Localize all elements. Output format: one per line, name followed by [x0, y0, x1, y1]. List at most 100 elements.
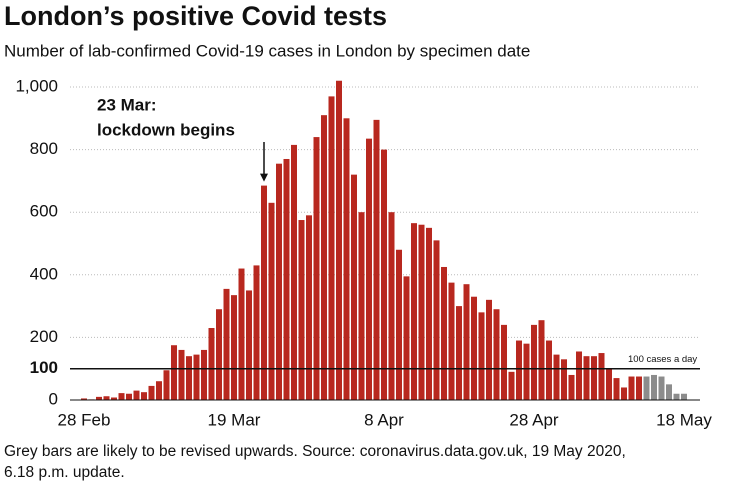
bar: [208, 328, 215, 400]
bar: [118, 393, 125, 400]
x-tick-label: 19 Mar: [208, 410, 261, 429]
bar: [636, 376, 642, 400]
bar: [561, 359, 567, 400]
bar: [568, 374, 575, 400]
bar: [591, 356, 597, 400]
bar: [471, 296, 477, 400]
bar: [426, 227, 432, 400]
annotation: lockdown begins: [97, 120, 235, 139]
annotation-arrowhead: [260, 173, 268, 182]
bar: [598, 353, 605, 400]
bar: [583, 356, 590, 400]
bar: [658, 376, 665, 400]
bar: [351, 174, 357, 400]
y-tick-label: 800: [30, 139, 58, 158]
bar: [291, 144, 297, 400]
footnote: Grey bars are likely to be revised upwar…: [4, 443, 626, 460]
bar: [613, 378, 620, 400]
y-tick-label: 1,000: [15, 76, 58, 95]
footnote: 6.18 p.m. update.: [4, 464, 125, 481]
bar: [96, 396, 102, 400]
bar: [186, 356, 192, 400]
bar: [306, 215, 312, 400]
bar: [276, 163, 282, 400]
bar: [486, 299, 492, 400]
bar: [621, 387, 627, 400]
bar: [178, 349, 185, 400]
bar: [493, 309, 500, 400]
bar: [546, 340, 552, 400]
x-tick-label: 18 May: [656, 410, 712, 429]
y-tick-label: 0: [49, 389, 58, 408]
bar: [313, 137, 320, 400]
bar: [163, 370, 170, 400]
bar: [681, 393, 687, 400]
bar: [478, 312, 485, 400]
bar: [381, 149, 387, 400]
chart-subtitle: Number of lab-confirmed Covid-19 cases i…: [4, 41, 530, 60]
bar: [651, 374, 657, 400]
bar: [81, 398, 87, 400]
reference-label: 100 cases a day: [628, 354, 697, 365]
bar: [508, 371, 515, 400]
bar: [156, 381, 162, 400]
bar: [403, 276, 410, 400]
bar: [396, 249, 402, 400]
bar: [516, 340, 522, 400]
bar: [673, 393, 680, 400]
bar: [411, 223, 417, 400]
bar: [388, 212, 395, 400]
bar: [201, 349, 207, 400]
bar: [328, 96, 335, 400]
bar: [103, 396, 110, 400]
bar: [433, 240, 440, 400]
bar: [148, 385, 155, 400]
bar: [253, 265, 260, 400]
bar: [606, 368, 612, 400]
x-tick-label: 28 Apr: [509, 410, 558, 429]
bar: [463, 284, 470, 400]
bar: [366, 138, 372, 400]
bar: [336, 80, 342, 401]
bar: [171, 345, 177, 400]
bar: [418, 224, 425, 400]
chart-title: London’s positive Covid tests: [4, 1, 387, 31]
bar: [133, 390, 140, 400]
x-tick-label: 28 Feb: [58, 410, 111, 429]
x-tick-label: 8 Apr: [364, 410, 404, 429]
bar: [628, 376, 635, 400]
bar: [373, 119, 380, 401]
bar: [448, 282, 455, 400]
bar: [576, 351, 582, 400]
bar: [666, 384, 672, 400]
bar: [261, 185, 267, 400]
bar: [246, 290, 252, 400]
bar: [141, 392, 147, 400]
bar: [643, 376, 650, 400]
bar: [111, 397, 117, 400]
bar: [441, 266, 447, 400]
bar: [231, 295, 237, 400]
annotation: 23 Mar:: [97, 95, 157, 114]
bar: [456, 306, 462, 400]
bar: [553, 354, 560, 400]
bar: [358, 212, 365, 400]
bar: [126, 393, 132, 400]
y-tick-label: 600: [30, 202, 58, 221]
bar: [216, 309, 222, 400]
bar: [523, 343, 530, 400]
y-tick-label: 200: [30, 327, 58, 346]
bar: [321, 115, 327, 401]
bar: [538, 320, 545, 400]
bar: [268, 202, 275, 400]
y-tick-label: 400: [30, 264, 58, 283]
bar: [193, 354, 200, 400]
bar: [501, 324, 507, 400]
bar: [238, 268, 245, 400]
y-tick-label: 100: [30, 358, 58, 377]
bar: [298, 220, 305, 400]
bar: [223, 288, 230, 400]
bar: [343, 118, 350, 401]
bar: [283, 158, 290, 400]
